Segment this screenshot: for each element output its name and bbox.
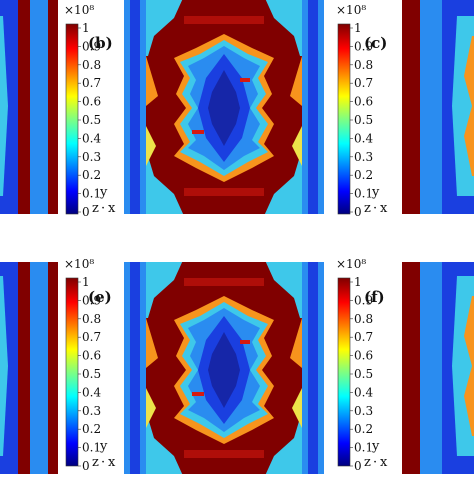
colorbar-1-tick-label: 0.2: [82, 168, 101, 182]
field-map-d-partial: [0, 262, 58, 474]
colorbar-3-tick-label: 0.1: [82, 441, 101, 455]
colorbar-2-tick-label: 0.4: [354, 131, 373, 145]
colorbar-2-tick-label: 1: [354, 21, 362, 35]
colorbar-3: [65, 277, 79, 467]
colorbar-3-tick-label: 0.6: [82, 349, 101, 363]
colorbar-3-tick-label: 0.9: [82, 293, 101, 307]
colorbar-3-tick-label: 1: [82, 275, 90, 289]
colorbar-3-tick-label: 0.5: [82, 367, 101, 381]
colorbar-2-tick-label: 0.2: [354, 168, 373, 182]
panel-label-c: (c): [364, 34, 387, 52]
svg-text:x: x: [108, 201, 116, 216]
colorbar-exponent-2: ×10⁸: [336, 3, 366, 17]
svg-text:x: x: [108, 455, 116, 470]
colorbar-2-tick-label: 0.9: [354, 39, 373, 53]
colorbar-1: [65, 23, 79, 215]
colorbar-4-tick-label: 0.3: [354, 404, 373, 418]
colorbar-4-tick-label: 1: [354, 275, 362, 289]
svg-text:y: y: [371, 185, 380, 200]
axis-triad-4: y z · x: [364, 439, 388, 470]
colorbar-2-tick-label: 0.8: [354, 58, 373, 72]
svg-text:·: ·: [101, 201, 105, 216]
axis-triad-3: y z · x: [92, 439, 116, 470]
svg-text:z: z: [92, 201, 99, 216]
svg-text:·: ·: [101, 455, 105, 470]
colorbar-2: [337, 23, 351, 215]
colorbar-2-tick-label: 0.3: [354, 150, 373, 164]
field-map-b: [124, 0, 324, 214]
colorbar-1-tick-label: 0.7: [82, 76, 101, 90]
svg-text:·: ·: [373, 201, 377, 216]
colorbar-2-tick-label: 0.1: [354, 187, 373, 201]
panel-label-f: (f): [364, 288, 385, 306]
colorbar-4-tick-label: 0.4: [354, 385, 373, 399]
colorbar-3-tick-label: 0.3: [82, 404, 101, 418]
panel-label-e: (e): [88, 288, 112, 306]
svg-text:z: z: [364, 455, 371, 470]
colorbar-1-tick-label: 0: [82, 205, 90, 219]
colorbar-1-tick-label: 0.1: [82, 187, 101, 201]
colorbar-2-tick-label: 0: [354, 205, 362, 219]
colorbar-4-tick-label: 0.5: [354, 367, 373, 381]
svg-text:x: x: [380, 455, 388, 470]
field-map-e: [124, 262, 324, 474]
colorbar-3-tick-label: 0.8: [82, 312, 101, 326]
colorbar-1-tick-label: 0.3: [82, 150, 101, 164]
field-map-a-partial: [0, 0, 58, 214]
colorbar-2-tick-label: 0.7: [354, 76, 373, 90]
svg-text:y: y: [371, 439, 380, 454]
axis-triad-1: y z · x: [92, 185, 116, 216]
colorbar-3-tick-label: 0.2: [82, 422, 101, 436]
colorbar-1-tick-label: 0.6: [82, 95, 101, 109]
colorbar-4: [337, 277, 351, 467]
colorbar-1-tick-label: 1: [82, 21, 90, 35]
colorbar-4-tick-label: 0.6: [354, 349, 373, 363]
field-map-c-partial: [402, 0, 474, 214]
colorbar-4-tick-label: 0.8: [354, 312, 373, 326]
axis-triad-2: y z · x: [364, 185, 388, 216]
panel-label-b: (b): [88, 34, 113, 52]
colorbar-1-tick-label: 0.8: [82, 58, 101, 72]
svg-text:y: y: [99, 439, 108, 454]
colorbar-3-tick-label: 0.7: [82, 330, 101, 344]
svg-text:x: x: [380, 201, 388, 216]
colorbar-exponent-4: ×10⁸: [336, 257, 366, 271]
colorbar-exponent-1: ×10⁸: [64, 3, 94, 17]
svg-text:y: y: [99, 185, 108, 200]
colorbar-tick-labels: 1 0.9 0.8 0.7 0.6 0.5 0.4 0.3 0.2 0.1 0 1 0.9 0.8 0.7 0…: [78, 21, 373, 473]
colorbar-4-tick-label: 0.1: [354, 441, 373, 455]
colorbar-exponent-3: ×10⁸: [64, 257, 94, 271]
colorbar-2-tick-label: 0.6: [354, 95, 373, 109]
colorbar-1-tick-label: 0.5: [82, 113, 101, 127]
colorbar-4-tick-label: 0: [354, 459, 362, 473]
svg-text:·: ·: [373, 455, 377, 470]
svg-text:z: z: [364, 201, 371, 216]
svg-text:z: z: [92, 455, 99, 470]
colorbar-4-tick-label: 0.2: [354, 422, 373, 436]
colorbar-3-tick-label: 0: [82, 459, 90, 473]
colorbar-2-tick-label: 0.5: [354, 113, 373, 127]
colorbar-1-tick-label: 0.4: [82, 131, 101, 145]
colorbar-4-tick-label: 0.7: [354, 330, 373, 344]
colorbar-3-tick-label: 0.4: [82, 385, 101, 399]
colorbar-4-tick-label: 0.9: [354, 293, 373, 307]
field-map-f-partial: [402, 262, 474, 474]
colorbar-1-tick-label: 0.9: [82, 39, 101, 53]
